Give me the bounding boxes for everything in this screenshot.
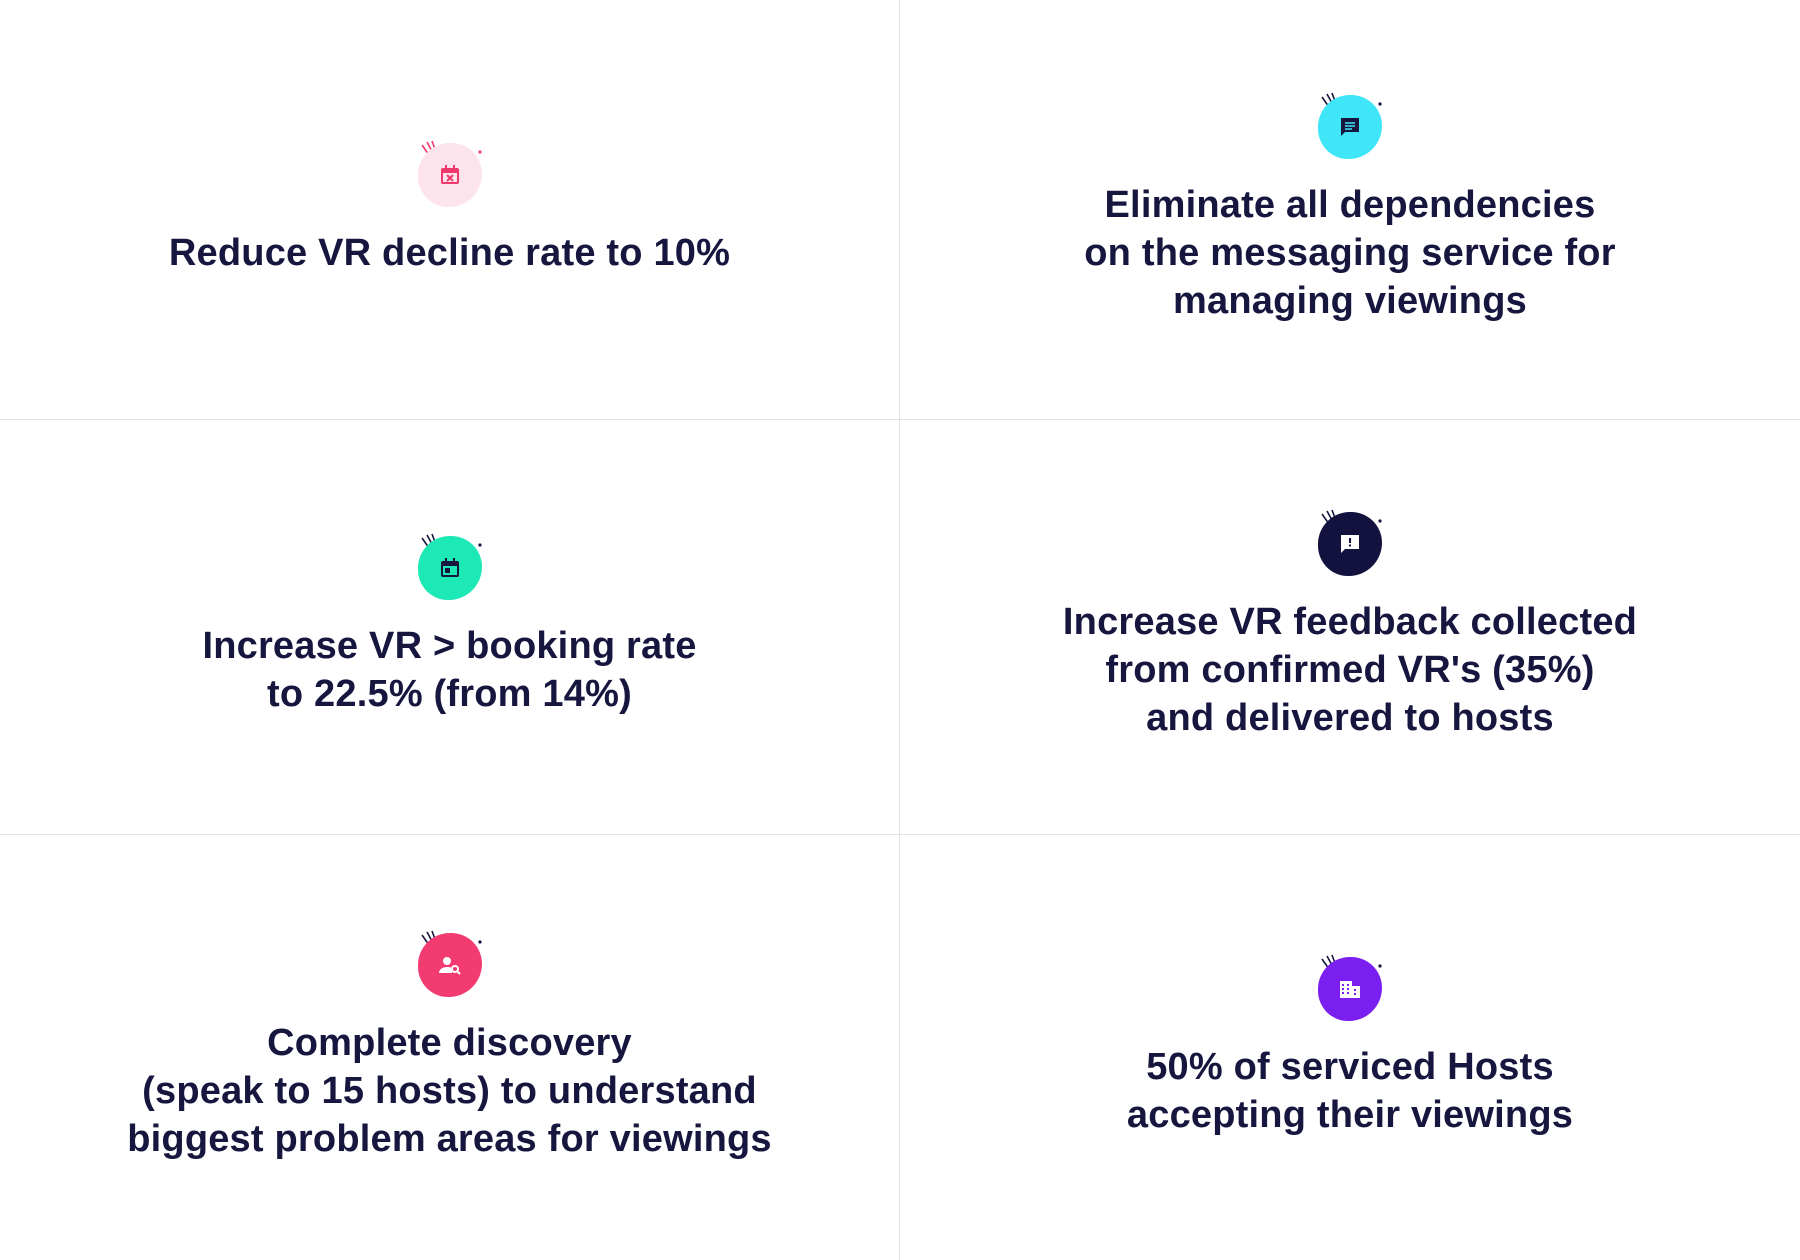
- goal-text-line: Reduce VR decline rate to 10%: [168, 231, 731, 274]
- goal-card: Reduce VR decline rate to 10%: [0, 0, 900, 420]
- goal-text: Reduce VR decline rate to 10%: [169, 229, 730, 277]
- feedback-alert-icon: [1318, 509, 1382, 576]
- goal-text: Complete discovery (speak to 15 hosts) to…: [127, 1019, 772, 1163]
- goal-text-line: Eliminate all dependencies: [1104, 183, 1596, 226]
- goal-card: 50% of serviced Hosts accepting their vie…: [900, 835, 1800, 1260]
- calendar-cancel-icon: [417, 140, 482, 207]
- goal-text-line: Complete discovery: [267, 1021, 632, 1064]
- goal-text-line: and delivered to hosts: [1146, 697, 1554, 739]
- goal-text-line: on the messaging service for: [1084, 231, 1616, 274]
- goal-text-line: to 22.5% (from 14%): [267, 673, 632, 715]
- goal-text-line: Increase VR feedback collected: [1062, 601, 1638, 643]
- goal-text-line: accepting their viewings: [1126, 1093, 1574, 1136]
- goal-text-line: managing viewings: [1173, 279, 1527, 322]
- chat-message-icon: [1318, 92, 1382, 159]
- goal-card: Increase VR feedback collected from confi…: [900, 420, 1800, 835]
- goal-card: Increase VR > booking rate to 22.5% (from…: [0, 420, 900, 835]
- goal-text-line: from confirmed VR's (35%): [1105, 649, 1595, 691]
- goal-text-line: (speak to 15 hosts) to understand: [142, 1069, 757, 1112]
- goal-text-line: Increase VR > booking rate: [202, 625, 697, 667]
- goal-card: Eliminate all dependencies on the messagi…: [900, 0, 1800, 420]
- goal-card: Complete discovery (speak to 15 hosts) to…: [0, 835, 900, 1260]
- building-icon: [1318, 954, 1382, 1021]
- goal-text: 50% of serviced Hosts accepting their vie…: [1127, 1043, 1573, 1139]
- goal-text: Increase VR > booking rate to 22.5% (from…: [202, 622, 696, 718]
- goal-text: Increase VR feedback collected from confi…: [1063, 598, 1637, 742]
- calendar-event-icon: [417, 533, 482, 600]
- user-search-icon: [417, 930, 482, 997]
- goal-text-line: biggest problem areas for viewings: [127, 1117, 772, 1160]
- goal-text-line: 50% of serviced Hosts: [1146, 1045, 1554, 1088]
- goal-text: Eliminate all dependencies on the messagi…: [1084, 181, 1615, 325]
